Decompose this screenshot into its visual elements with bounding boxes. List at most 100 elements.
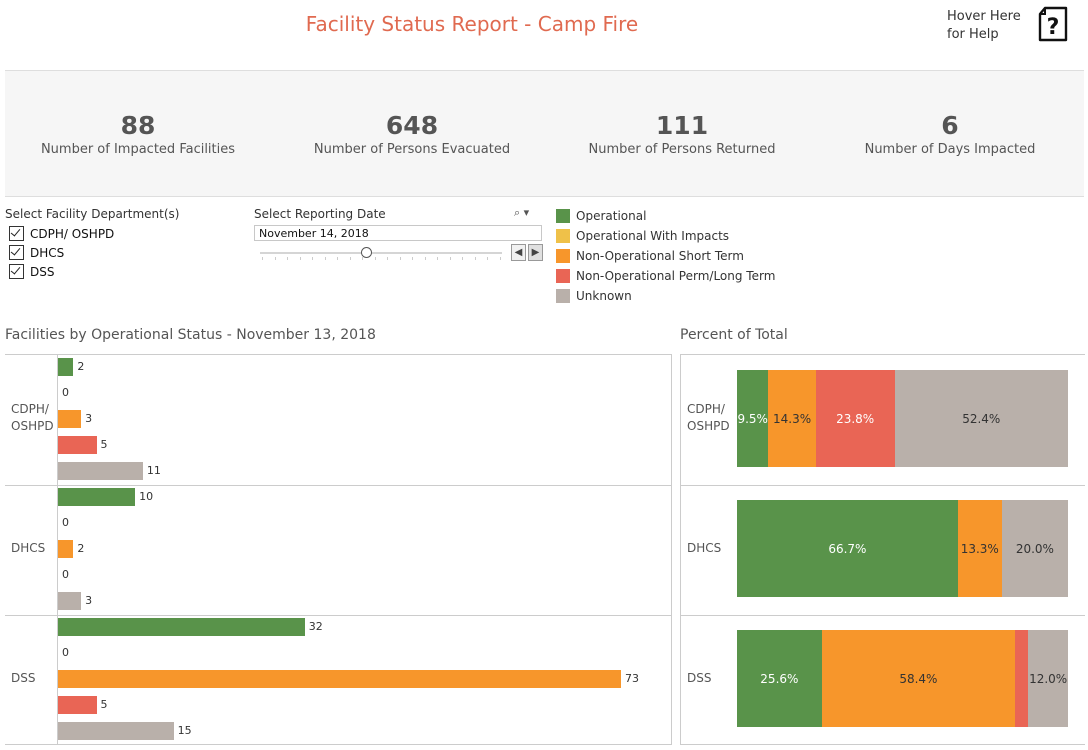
bar-value-label: 2 (77, 360, 85, 373)
help-icon[interactable]: ? (1036, 6, 1070, 44)
department-label: CDPH/ OSHPD (30, 226, 115, 241)
kpi-label: Number of Impacted Facilities (40, 142, 236, 157)
legend-label: Non-Operational Short Term (576, 249, 744, 263)
slider-tick (362, 257, 363, 260)
date-field[interactable]: November 14, 2018 (254, 225, 542, 241)
slider-tick (499, 257, 501, 260)
svg-text:?: ? (1047, 15, 1060, 40)
bar-value-label: 11 (146, 464, 161, 477)
bar-value-label: 0 (62, 386, 69, 399)
segment-operational[interactable]: 66.7% (737, 500, 958, 597)
bar-non-operational-perm-long-term[interactable] (58, 436, 97, 454)
legend-swatch (556, 289, 570, 303)
kpi-value: 6 (941, 111, 959, 140)
legend-label: Non-Operational Perm/Long Term (576, 269, 776, 283)
bar-non-operational-short-term[interactable] (58, 670, 621, 688)
slider-tick (299, 257, 301, 260)
left-chart-title: Facilities by Operational Status - Novem… (5, 327, 376, 343)
search-dropdown-icon[interactable]: ⌕ ▾ (514, 206, 530, 219)
slider-tick (337, 257, 338, 260)
bar-unknown[interactable] (58, 592, 82, 610)
segment-operational[interactable]: 25.6% (737, 630, 822, 727)
department-filter-title: Select Facility Department(s) (5, 207, 180, 221)
group-label: DHCS (687, 540, 722, 555)
segment-unknown[interactable]: 20.0% (1001, 500, 1068, 597)
segment-unknown[interactable]: 12.0% (1028, 630, 1068, 727)
slider-tick (412, 257, 413, 260)
slider-tick (312, 257, 313, 260)
segment-non-operational-short-term[interactable]: 13.3% (957, 500, 1002, 597)
segment-non-operational-short-term[interactable]: 58.4% (821, 630, 1016, 727)
segment-operational[interactable]: 9.5% (737, 370, 769, 467)
slider-tick (324, 257, 326, 260)
bar-non-operational-short-term[interactable] (58, 410, 82, 428)
stacked-bar[interactable]: 66.7% 13.3% 20.0% (737, 500, 1068, 597)
bar-value-label: 2 (77, 542, 85, 555)
legend-item-nonop-long: Non-Operational Perm/Long Term (556, 269, 775, 283)
bar-operational[interactable] (58, 488, 136, 506)
bar-value-label: 73 (625, 672, 639, 685)
legend-label: Unknown (576, 289, 632, 303)
department-checkbox-dhcs[interactable]: DHCS (9, 245, 64, 260)
kpi-value: 111 (655, 111, 709, 140)
stacked-bar[interactable]: 25.6% 58.4% 12.0% (737, 630, 1068, 727)
segment-non-operational-perm-long-term[interactable]: 23.8% (815, 370, 895, 467)
kpi-persons-evacuated: 648 Number of Persons Evacuated (287, 111, 537, 157)
slider-tick (474, 257, 476, 260)
segment-non-operational-short-term[interactable]: 14.3% (768, 370, 816, 467)
legend-swatch (556, 209, 570, 223)
checkbox-checked-icon[interactable] (9, 245, 24, 260)
kpi-value: 648 (385, 111, 439, 140)
bar-unknown[interactable] (58, 462, 143, 480)
legend-label: Operational With Impacts (576, 229, 730, 243)
segment-non-operational-perm-long-term[interactable] (1015, 630, 1029, 727)
bar-value-label: 5 (100, 438, 108, 451)
segment-unknown[interactable]: 52.4% (894, 370, 1068, 467)
previous-date-button[interactable]: ◀ (511, 244, 526, 261)
bar-non-operational-perm-long-term[interactable] (58, 696, 97, 714)
department-checkbox-cdph[interactable]: CDPH/ OSHPD (9, 226, 114, 241)
legend-swatch (556, 269, 570, 283)
slider-tick (374, 257, 376, 260)
legend-item-operational: Operational (556, 209, 646, 223)
stacked-bar[interactable]: 9.5% 14.3% 23.8% 52.4% (737, 370, 1068, 467)
right-chart-title: Percent of Total (680, 327, 788, 343)
kpi-band: 88 Number of Impacted Facilities 648 Num… (5, 70, 1084, 197)
department-checkbox-dss[interactable]: DSS (9, 264, 54, 279)
row-separator (5, 615, 671, 616)
bar-value-label: 0 (62, 646, 69, 659)
slider-tick (262, 257, 263, 260)
bar-operational[interactable] (58, 358, 74, 376)
bar-non-operational-short-term[interactable] (58, 540, 74, 558)
row-separator (5, 485, 671, 486)
group-label: DHCS (11, 540, 46, 555)
slider-tick (287, 257, 288, 260)
chart-axis-line (57, 355, 58, 744)
kpi-value: 88 (120, 111, 156, 140)
date-slider-track[interactable] (260, 252, 502, 254)
page-title: Facility Status Report - Camp Fire (305, 12, 639, 36)
bar-value-label: 3 (85, 412, 93, 425)
slider-tick (387, 257, 388, 260)
checkbox-checked-icon[interactable] (9, 226, 24, 241)
legend-swatch (556, 249, 570, 263)
date-slider-thumb[interactable] (361, 247, 372, 258)
next-date-button[interactable]: ▶ (528, 244, 543, 261)
checkbox-checked-icon[interactable] (9, 264, 24, 279)
kpi-days-impacted: 6 Number of Days Impacted (825, 111, 1075, 157)
bar-operational[interactable] (58, 618, 305, 636)
help-hover-text[interactable]: Hover Here for Help (947, 9, 1021, 42)
kpi-label: Number of Persons Evacuated (313, 142, 511, 157)
bar-value-label: 0 (62, 516, 69, 529)
bar-unknown[interactable] (58, 722, 174, 740)
bar-value-label: 3 (85, 594, 93, 607)
bar-value-label: 10 (139, 490, 154, 503)
kpi-impacted-facilities: 88 Number of Impacted Facilities (13, 111, 263, 157)
percent-stacked-chart: CDPH/ OSHPD 9.5% 14.3% 23.8% 52.4% DHCS 66.7% 1… (680, 354, 1085, 745)
slider-tick (424, 257, 426, 260)
date-filter-title: Select Reporting Date (254, 207, 386, 221)
bar-value-label: 0 (62, 568, 69, 581)
slider-tick (437, 257, 438, 260)
kpi-label: Number of Days Impacted (864, 142, 1036, 157)
legend-swatch (556, 229, 570, 243)
